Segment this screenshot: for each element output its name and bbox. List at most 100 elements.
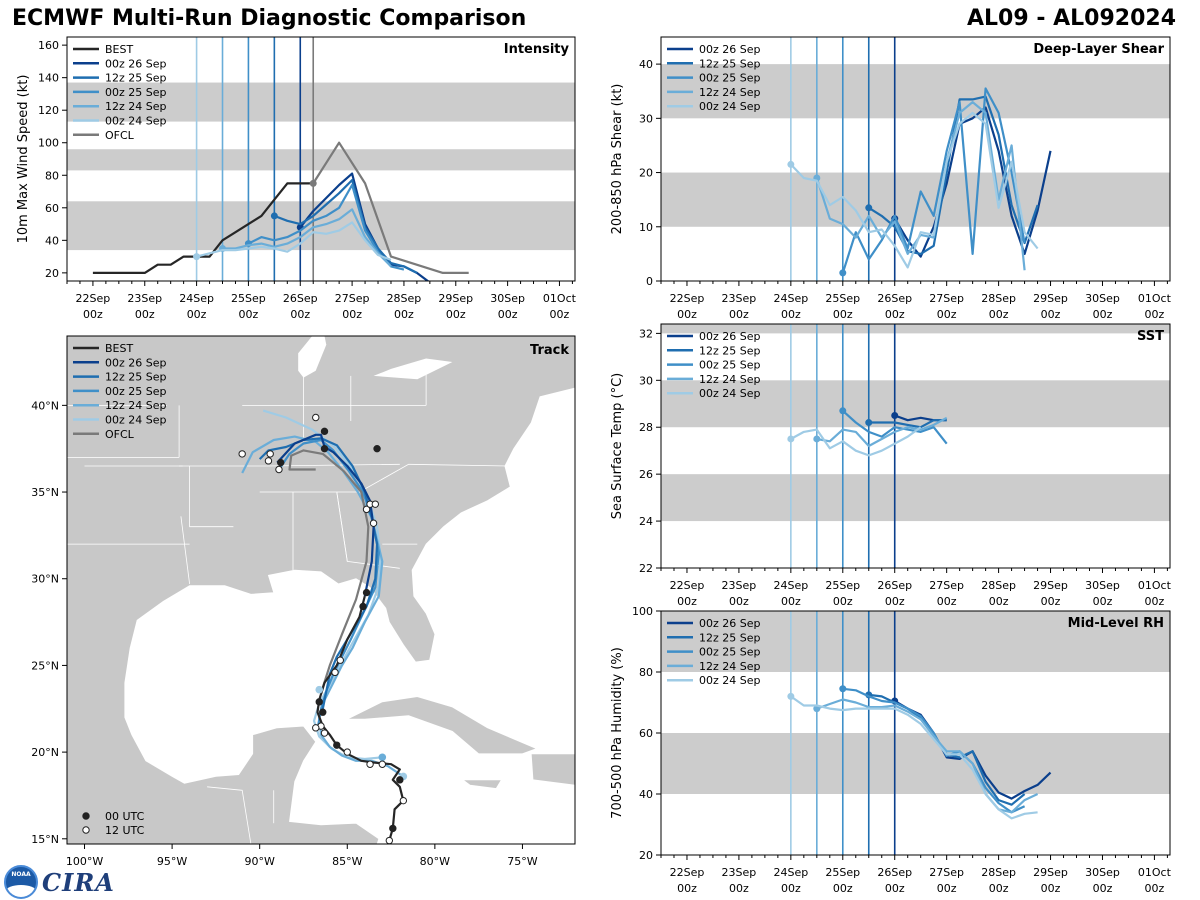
marker-12utc <box>331 668 339 677</box>
y-axis-label: Sea Surface Temp (°C) <box>610 373 625 520</box>
marker-12utc <box>320 729 329 737</box>
legend-label: 00z 24 Sep <box>699 674 761 687</box>
marker-12utc <box>366 760 374 768</box>
state-border <box>189 466 234 528</box>
x-tick-day: 26Sep <box>877 579 912 592</box>
x-tick-day: 25Sep <box>825 866 860 879</box>
lake-michigan <box>298 336 327 378</box>
y-tick-label: 25°N <box>31 659 59 672</box>
series-line <box>790 426 922 457</box>
x-tick-hour: 00z <box>885 308 905 321</box>
series-line <box>312 141 469 274</box>
shear-panel: 0 10 20 30 40 22Sep 00z 23Sep 00z 24Sep 00z 25Sep 00… <box>610 36 1172 321</box>
x-tick-day: 28Sep <box>981 579 1016 592</box>
x-tick-hour: 00z <box>1093 882 1113 895</box>
marker-12utc <box>362 505 371 514</box>
x-tick-hour: 00z <box>989 595 1009 608</box>
marker-00utc <box>362 588 371 597</box>
panel-label: Intensity <box>504 42 570 57</box>
legend-label: 12z 25 Sep <box>105 72 167 85</box>
x-tick-label: 95°W <box>157 855 187 868</box>
x-tick-hour: 00z <box>833 308 853 321</box>
series-line <box>816 416 948 448</box>
marker-12utc <box>312 724 320 732</box>
y-tick-label: 140 <box>38 72 59 85</box>
x-tick-hour: 00z <box>83 308 103 321</box>
x-tick-hour: 00z <box>937 595 957 608</box>
x-tick-day: 01Oct <box>1138 292 1172 305</box>
panel-label: Deep-Layer Shear <box>1033 42 1164 57</box>
x-tick-day: 30Sep <box>490 292 525 305</box>
panel-label: Track <box>530 343 569 358</box>
track-map-area <box>67 336 575 844</box>
track-start-marker <box>378 753 387 762</box>
legend-label: 00z 26 Sep <box>699 330 761 343</box>
x-tick-day: 22Sep <box>76 292 111 305</box>
legend-label: 00z 24 Sep <box>699 387 761 400</box>
legend-label: 00z 24 Sep <box>105 414 167 427</box>
series-line <box>868 419 947 429</box>
legend-label: 00z 24 Sep <box>699 100 761 113</box>
series-start-marker <box>813 435 821 443</box>
x-tick-hour: 00z <box>781 595 801 608</box>
panel-frame <box>660 36 1171 282</box>
marker-00utc <box>389 824 397 833</box>
series-start-marker <box>787 160 795 168</box>
marker-00utc <box>396 776 404 784</box>
y-tick-label: 30°N <box>31 573 59 586</box>
legend-label: 12z 24 Sep <box>699 373 761 386</box>
x-tick-label: 100°W <box>66 855 103 868</box>
legend-label: 12z 25 Sep <box>699 631 761 644</box>
y-tick-label: 100 <box>632 605 653 618</box>
y-tick-label: 40 <box>639 58 653 71</box>
y-axis-label: 200-850 hPa Shear (kt) <box>610 84 625 235</box>
jamaica-island <box>461 779 503 789</box>
series-start-marker <box>839 269 847 277</box>
x-tick-day: 23Sep <box>722 866 757 879</box>
legend-label: 00z 26 Sep <box>699 43 761 56</box>
y-tick-label: 24 <box>639 515 653 528</box>
legend-label: 00z 26 Sep <box>699 617 761 630</box>
legend-label: 12z 24 Sep <box>699 86 761 99</box>
x-tick-day: 26Sep <box>877 292 912 305</box>
y-tick-label: 160 <box>38 39 59 52</box>
x-tick-day: 22Sep <box>670 866 705 879</box>
x-tick-day: 28Sep <box>981 866 1016 879</box>
x-tick-hour: 00z <box>1145 882 1165 895</box>
x-tick-hour: 00z <box>885 882 905 895</box>
x-tick-hour: 00z <box>989 308 1009 321</box>
y-tick-label: 10 <box>639 221 653 234</box>
x-tick-hour: 00z <box>781 882 801 895</box>
intensity-panel: 20 40 60 80 100 120 140 160 22Sep 00z 23Sep 00z 24Se… <box>16 36 577 321</box>
legend-label: 00z 25 Sep <box>699 72 761 85</box>
x-tick-day: 01Oct <box>1138 866 1172 879</box>
shaded-band <box>661 474 1170 522</box>
legend-label: 00z 25 Sep <box>105 86 167 99</box>
x-tick-day: 23Sep <box>722 579 757 592</box>
legend-label: 12z 25 Sep <box>699 57 761 70</box>
shear-plot-area <box>661 37 1170 281</box>
series-line <box>790 695 1038 820</box>
x-tick-hour: 00z <box>729 308 749 321</box>
legend-label: BEST <box>105 342 133 355</box>
x-tick-day: 24Sep <box>773 292 808 305</box>
y-tick-label: 40 <box>639 788 653 801</box>
y-tick-label: 32 <box>639 327 653 340</box>
shaded-band <box>661 733 1170 794</box>
state-border <box>259 463 509 493</box>
y-tick-label: 20°N <box>31 746 59 759</box>
track-panel: 100°W 95°W 90°W 85°W 80°W 75°W 15°N 20°N 25°N 30°… <box>31 335 576 868</box>
x-tick-label: 75°W <box>507 855 537 868</box>
x-tick-day: 27Sep <box>335 292 370 305</box>
x-tick-day: 24Sep <box>773 579 808 592</box>
shaded-band <box>67 82 575 122</box>
legend-label: 12z 24 Sep <box>105 399 167 412</box>
marker-12utc <box>238 450 246 458</box>
x-tick-day: 29Sep <box>438 292 473 305</box>
series-start-marker <box>865 204 873 212</box>
hispaniola-island <box>530 753 575 786</box>
rh-plot-area <box>661 611 1170 855</box>
y-tick-label: 0 <box>646 275 653 288</box>
y-tick-label: 15°N <box>31 833 59 846</box>
storm-id-title: AL09 - AL092024 <box>967 6 1176 31</box>
